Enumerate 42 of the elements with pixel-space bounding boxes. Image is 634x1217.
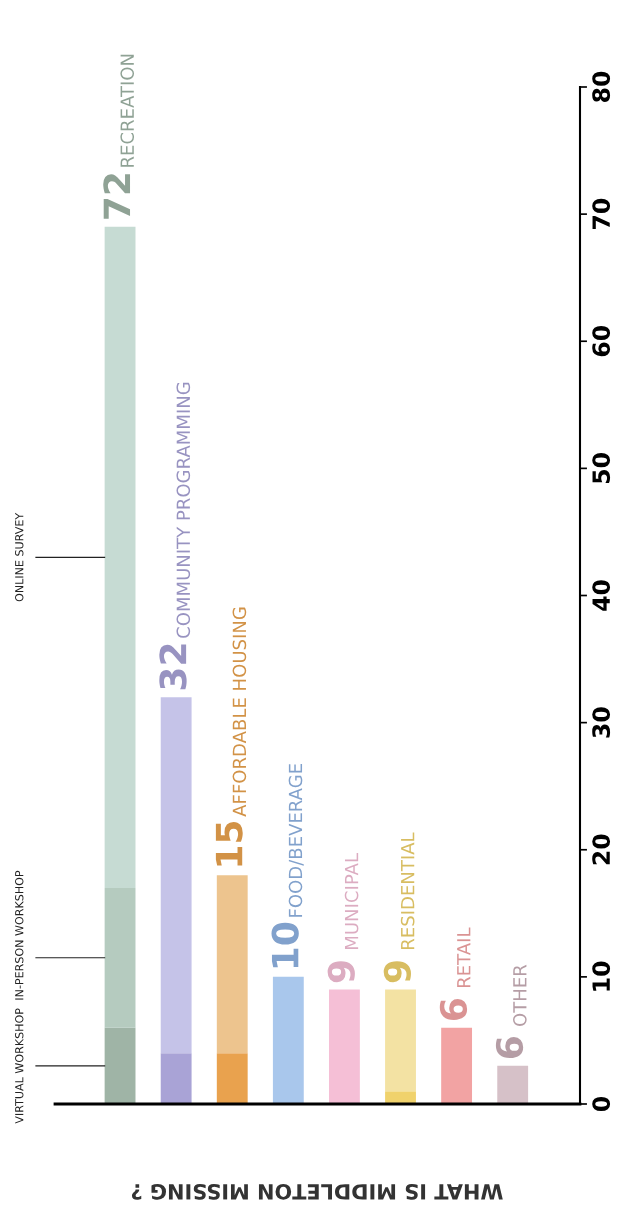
text: IN-PERSON WORKSHOP	[15, 870, 24, 1000]
bar	[216, 875, 248, 1054]
text: 6	[439, 998, 468, 1020]
text: 10	[271, 922, 299, 968]
y-tick-label: 80	[592, 71, 611, 102]
bar	[385, 989, 416, 1092]
y-tick-label: 30	[592, 707, 611, 738]
x-tick-label: AFFORDABLE HOUSING	[232, 607, 247, 817]
text: 6	[495, 1037, 524, 1059]
text: 9	[327, 961, 355, 983]
y-tick-label: 60	[592, 325, 611, 357]
bar	[497, 1065, 529, 1104]
bar	[104, 1027, 136, 1104]
bar	[216, 1053, 248, 1104]
bar	[104, 887, 136, 1028]
text: ONLINE SURVEY	[15, 512, 24, 602]
bar	[104, 226, 136, 888]
bar	[160, 1053, 192, 1104]
y-tick-label: 0	[592, 1096, 611, 1112]
text: 32	[159, 644, 187, 690]
y-tick-label: 20	[592, 834, 611, 865]
text: 9	[383, 961, 411, 983]
text: WHAT IS MIDDLETON MISSING ?	[131, 1183, 503, 1200]
y-tick-label: 10	[592, 961, 611, 991]
text: 72	[103, 174, 131, 219]
x-tick-label: OTHER	[513, 964, 527, 1026]
bar	[272, 976, 304, 1104]
x-tick-label: MUNICIPAL	[344, 853, 359, 949]
x-tick-label: COMMUNITY PROGRAMMING	[176, 382, 191, 638]
x-tick-label: FOOD/BEVERAGE	[288, 764, 304, 917]
text: VIRTUAL WORKSHOP	[15, 1008, 24, 1124]
y-tick-label: 50	[592, 453, 611, 483]
bar	[160, 697, 192, 1054]
bar	[329, 989, 360, 1104]
x-tick-label: RECREATION	[120, 54, 135, 167]
text: 15	[215, 821, 243, 866]
bar	[441, 1027, 473, 1104]
y-tick-label: 40	[592, 580, 611, 611]
x-tick-label: RESIDENTIAL	[400, 832, 415, 949]
y-tick-label: 70	[592, 198, 611, 229]
bar	[385, 1091, 416, 1104]
x-tick-label: RETAIL	[457, 927, 471, 988]
